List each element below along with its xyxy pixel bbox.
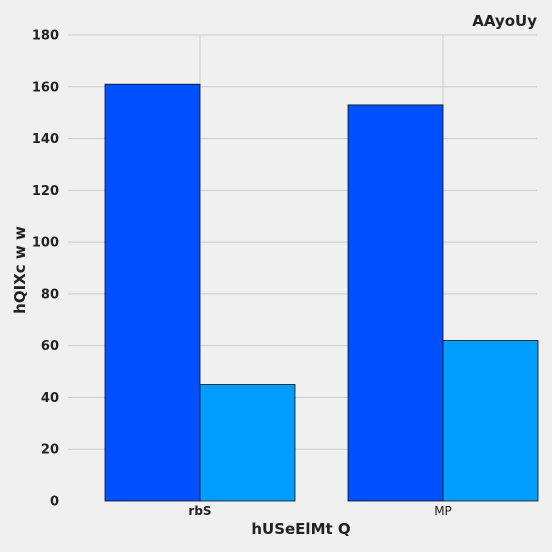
bar-MP-series-2	[442, 340, 539, 502]
x-category-label: MP	[434, 504, 452, 518]
y-tick-label: 80	[41, 287, 59, 302]
chart-title: AAyoUy	[472, 12, 537, 30]
x-axis-title: hUSeElMt Q	[251, 520, 350, 538]
y-tick-label: 0	[50, 495, 59, 510]
y-tick-label: 160	[32, 80, 59, 95]
x-category-label: rbS	[188, 504, 211, 518]
y-tick-label: 180	[32, 29, 59, 44]
y-axis-ticks: 0 20 40 60 80 100 120 140 160 180	[32, 29, 59, 510]
bars	[104, 83, 539, 502]
y-tick-label: 60	[41, 339, 59, 354]
bar-rbS-series-1	[104, 83, 201, 502]
y-tick-label: 140	[32, 132, 59, 147]
bar-rbS-series-2	[199, 384, 296, 502]
x-axis-categories: rbS MP	[188, 504, 451, 518]
y-tick-label: 120	[32, 184, 59, 199]
y-tick-label: 40	[41, 391, 59, 406]
y-axis-title: hQIXc w w	[11, 226, 29, 314]
y-tick-label: 100	[32, 236, 59, 251]
bar-MP-series-1	[347, 104, 444, 502]
y-tick-label: 20	[41, 443, 59, 458]
